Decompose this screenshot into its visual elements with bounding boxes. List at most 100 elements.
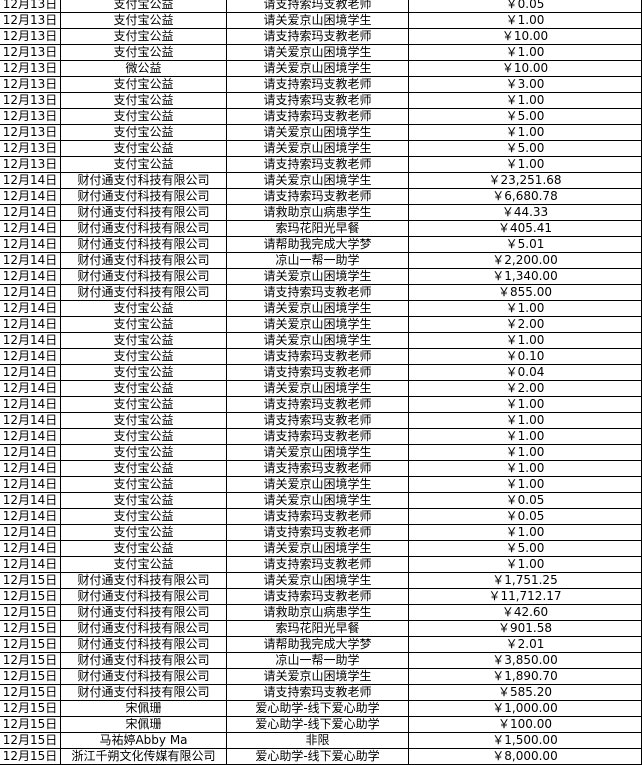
amount-cell[interactable]: ￥1.00 bbox=[408, 476, 642, 493]
project-cell[interactable]: 请支持索玛支教老师 bbox=[226, 396, 409, 413]
amount-cell[interactable]: ￥1.00 bbox=[408, 524, 642, 541]
donor-cell[interactable]: 支付宝公益 bbox=[60, 12, 227, 29]
amount-cell[interactable]: ￥1.00 bbox=[408, 556, 642, 573]
date-cell[interactable]: 12月15日 bbox=[0, 668, 61, 685]
donor-cell[interactable]: 财付通支付科技有限公司 bbox=[60, 652, 227, 669]
date-cell[interactable]: 12月14日 bbox=[0, 380, 61, 397]
project-cell[interactable]: 请支持索玛支教老师 bbox=[226, 76, 409, 93]
amount-cell[interactable]: ￥901.58 bbox=[408, 620, 642, 637]
date-cell[interactable]: 12月14日 bbox=[0, 444, 61, 461]
date-cell[interactable]: 12月14日 bbox=[0, 220, 61, 237]
donor-cell[interactable]: 支付宝公益 bbox=[60, 108, 227, 125]
date-cell[interactable]: 12月14日 bbox=[0, 396, 61, 413]
amount-cell[interactable]: ￥5.00 bbox=[408, 140, 642, 157]
project-cell[interactable]: 请关爱京山困境学生 bbox=[226, 268, 409, 285]
amount-cell[interactable]: ￥1,890.70 bbox=[408, 668, 642, 685]
date-cell[interactable]: 12月15日 bbox=[0, 572, 61, 589]
date-cell[interactable]: 12月14日 bbox=[0, 460, 61, 477]
amount-cell[interactable]: ￥5.00 bbox=[408, 108, 642, 125]
donor-cell[interactable]: 财付通支付科技有限公司 bbox=[60, 236, 227, 253]
date-cell[interactable]: 12月14日 bbox=[0, 364, 61, 381]
project-cell[interactable]: 请关爱京山困境学生 bbox=[226, 332, 409, 349]
date-cell[interactable]: 12月14日 bbox=[0, 524, 61, 541]
date-cell[interactable]: 12月13日 bbox=[0, 60, 61, 77]
amount-cell[interactable]: ￥1.00 bbox=[408, 396, 642, 413]
amount-cell[interactable]: ￥855.00 bbox=[408, 284, 642, 301]
amount-cell[interactable]: ￥0.04 bbox=[408, 364, 642, 381]
amount-cell[interactable]: ￥11,712.17 bbox=[408, 588, 642, 605]
amount-cell[interactable]: ￥2.00 bbox=[408, 316, 642, 333]
project-cell[interactable]: 请支持索玛支教老师 bbox=[226, 412, 409, 429]
project-cell[interactable]: 非限 bbox=[226, 732, 409, 749]
donor-cell[interactable]: 支付宝公益 bbox=[60, 364, 227, 381]
amount-cell[interactable]: ￥42.60 bbox=[408, 604, 642, 621]
amount-cell[interactable]: ￥1.00 bbox=[408, 12, 642, 29]
donor-cell[interactable]: 支付宝公益 bbox=[60, 140, 227, 157]
project-cell[interactable]: 请支持索玛支教老师 bbox=[226, 364, 409, 381]
donor-cell[interactable]: 支付宝公益 bbox=[60, 412, 227, 429]
donor-cell[interactable]: 宋佩珊 bbox=[60, 716, 227, 733]
date-cell[interactable]: 12月14日 bbox=[0, 252, 61, 269]
date-cell[interactable]: 12月13日 bbox=[0, 140, 61, 157]
project-cell[interactable]: 凉山一帮一助学 bbox=[226, 652, 409, 669]
project-cell[interactable]: 请支持索玛支教老师 bbox=[226, 108, 409, 125]
date-cell[interactable]: 12月14日 bbox=[0, 236, 61, 253]
date-cell[interactable]: 12月13日 bbox=[0, 156, 61, 173]
project-cell[interactable]: 请关爱京山困境学生 bbox=[226, 300, 409, 317]
amount-cell[interactable]: ￥10.00 bbox=[408, 60, 642, 77]
amount-cell[interactable]: ￥1.00 bbox=[408, 332, 642, 349]
amount-cell[interactable]: ￥405.41 bbox=[408, 220, 642, 237]
project-cell[interactable]: 请支持索玛支教老师 bbox=[226, 156, 409, 173]
date-cell[interactable]: 12月13日 bbox=[0, 92, 61, 109]
project-cell[interactable]: 请帮助我完成大学梦 bbox=[226, 236, 409, 253]
date-cell[interactable]: 12月14日 bbox=[0, 348, 61, 365]
donor-cell[interactable]: 财付通支付科技有限公司 bbox=[60, 284, 227, 301]
date-cell[interactable]: 12月15日 bbox=[0, 652, 61, 669]
amount-cell[interactable]: ￥2,200.00 bbox=[408, 252, 642, 269]
donor-cell[interactable]: 支付宝公益 bbox=[60, 0, 227, 13]
date-cell[interactable]: 12月14日 bbox=[0, 188, 61, 205]
donor-cell[interactable]: 财付通支付科技有限公司 bbox=[60, 684, 227, 701]
amount-cell[interactable]: ￥1,340.00 bbox=[408, 268, 642, 285]
project-cell[interactable]: 请关爱京山困境学生 bbox=[226, 668, 409, 685]
donor-cell[interactable]: 支付宝公益 bbox=[60, 492, 227, 509]
date-cell[interactable]: 12月14日 bbox=[0, 428, 61, 445]
donor-cell[interactable]: 支付宝公益 bbox=[60, 444, 227, 461]
donor-cell[interactable]: 财付通支付科技有限公司 bbox=[60, 172, 227, 189]
donor-cell[interactable]: 支付宝公益 bbox=[60, 556, 227, 573]
project-cell[interactable]: 请支持索玛支教老师 bbox=[226, 556, 409, 573]
amount-cell[interactable]: ￥1.00 bbox=[408, 460, 642, 477]
amount-cell[interactable]: ￥1.00 bbox=[408, 124, 642, 141]
date-cell[interactable]: 12月13日 bbox=[0, 28, 61, 45]
donor-cell[interactable]: 支付宝公益 bbox=[60, 508, 227, 525]
date-cell[interactable]: 12月15日 bbox=[0, 700, 61, 717]
project-cell[interactable]: 索玛花阳光早餐 bbox=[226, 220, 409, 237]
date-cell[interactable]: 12月14日 bbox=[0, 316, 61, 333]
amount-cell[interactable]: ￥0.05 bbox=[408, 0, 642, 13]
project-cell[interactable]: 请关爱京山困境学生 bbox=[226, 572, 409, 589]
date-cell[interactable]: 12月14日 bbox=[0, 476, 61, 493]
donor-cell[interactable]: 支付宝公益 bbox=[60, 332, 227, 349]
donor-cell[interactable]: 财付通支付科技有限公司 bbox=[60, 268, 227, 285]
amount-cell[interactable]: ￥0.05 bbox=[408, 492, 642, 509]
date-cell[interactable]: 12月14日 bbox=[0, 412, 61, 429]
project-cell[interactable]: 爱心助学-线下爱心助学 bbox=[226, 700, 409, 717]
donor-cell[interactable]: 支付宝公益 bbox=[60, 124, 227, 141]
date-cell[interactable]: 12月14日 bbox=[0, 556, 61, 573]
amount-cell[interactable]: ￥2.00 bbox=[408, 380, 642, 397]
amount-cell[interactable]: ￥100.00 bbox=[408, 716, 642, 733]
donor-cell[interactable]: 财付通支付科技有限公司 bbox=[60, 204, 227, 221]
project-cell[interactable]: 请关爱京山困境学生 bbox=[226, 140, 409, 157]
amount-cell[interactable]: ￥585.20 bbox=[408, 684, 642, 701]
amount-cell[interactable]: ￥5.00 bbox=[408, 540, 642, 557]
date-cell[interactable]: 12月14日 bbox=[0, 284, 61, 301]
donor-cell[interactable]: 财付通支付科技有限公司 bbox=[60, 252, 227, 269]
donor-cell[interactable]: 微公益 bbox=[60, 60, 227, 77]
donor-cell[interactable]: 支付宝公益 bbox=[60, 428, 227, 445]
date-cell[interactable]: 12月15日 bbox=[0, 588, 61, 605]
amount-cell[interactable]: ￥1,500.00 bbox=[408, 732, 642, 749]
donor-cell[interactable]: 财付通支付科技有限公司 bbox=[60, 588, 227, 605]
donor-cell[interactable]: 支付宝公益 bbox=[60, 524, 227, 541]
date-cell[interactable]: 12月15日 bbox=[0, 636, 61, 653]
date-cell[interactable]: 12月14日 bbox=[0, 332, 61, 349]
